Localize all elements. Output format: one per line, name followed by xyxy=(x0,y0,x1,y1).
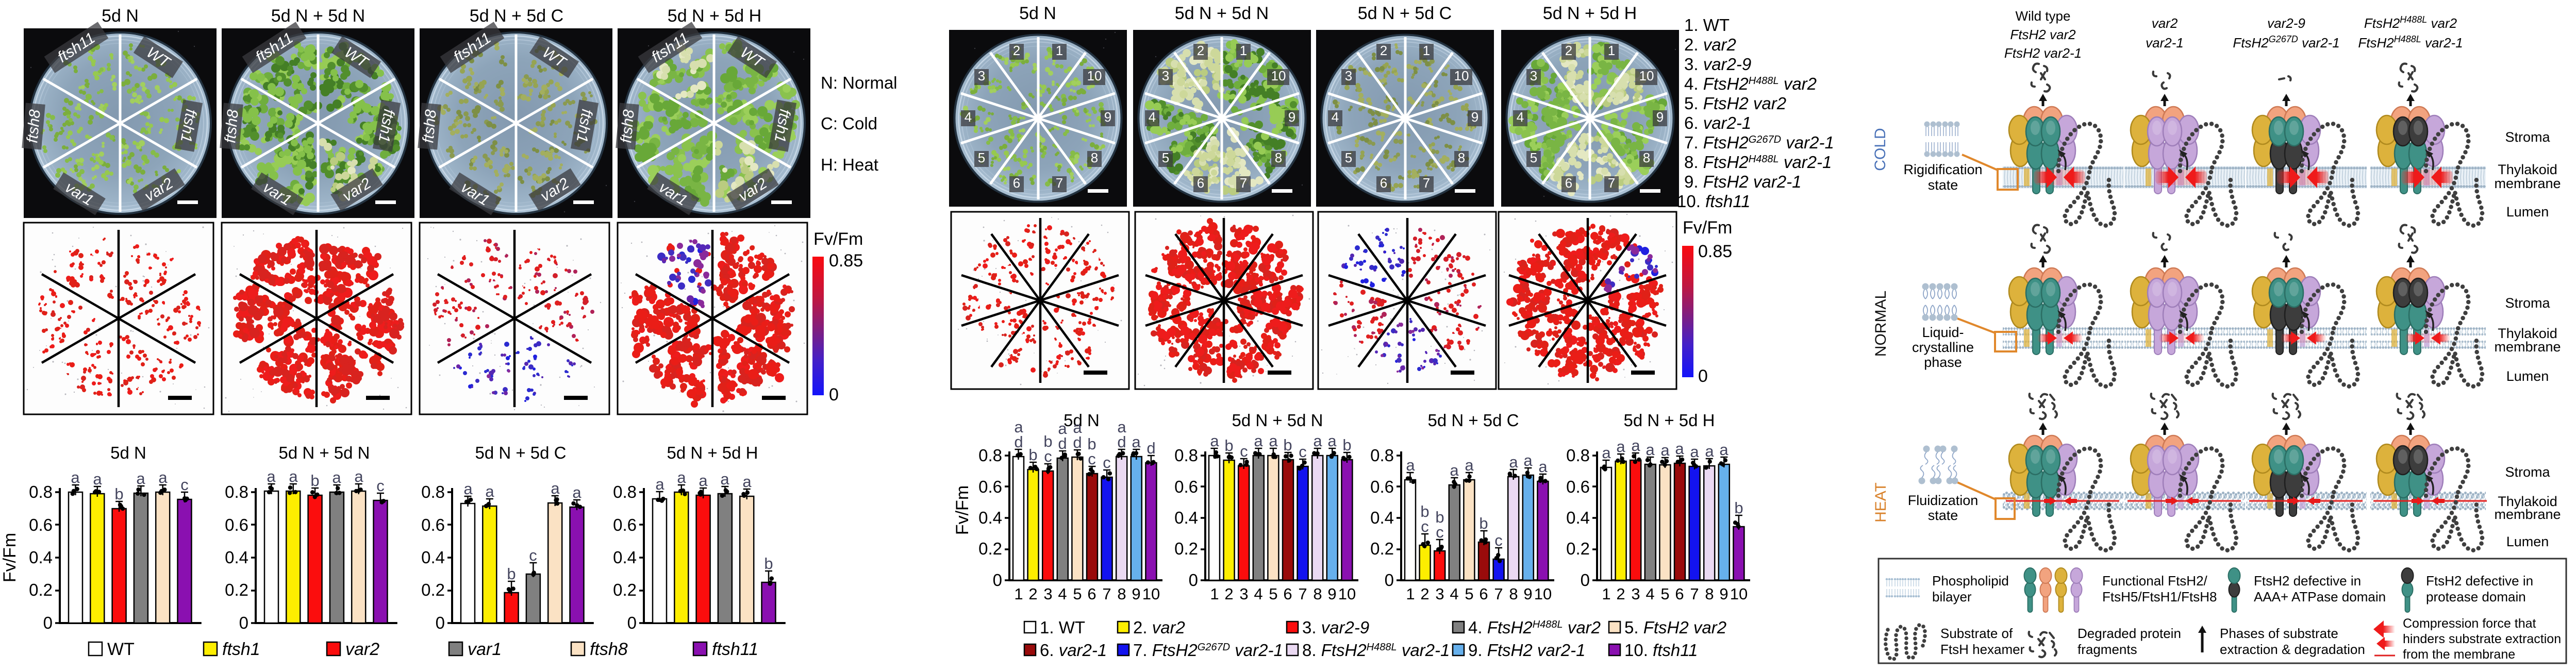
svg-text:5d N + 5d H: 5d N + 5d H xyxy=(667,443,758,462)
svg-text:5d N + 5d N: 5d N + 5d N xyxy=(271,6,365,26)
svg-text:a: a xyxy=(463,480,473,498)
svg-text:3: 3 xyxy=(978,68,985,83)
svg-text:5: 5 xyxy=(1162,150,1169,165)
svg-text:Fv/Fm: Fv/Fm xyxy=(0,533,20,582)
svg-text:5d N + 5d H: 5d N + 5d H xyxy=(668,6,761,26)
svg-text:5d N: 5d N xyxy=(1019,4,1056,23)
svg-text:a: a xyxy=(289,467,298,485)
svg-text:10: 10 xyxy=(1271,68,1286,83)
svg-text:c: c xyxy=(376,477,385,495)
svg-text:6: 6 xyxy=(1013,175,1020,191)
svg-text:a: a xyxy=(720,470,729,488)
svg-text:a: a xyxy=(485,482,494,500)
svg-text:H: Heat: H: Heat xyxy=(821,155,878,174)
svg-text:0.8: 0.8 xyxy=(225,482,248,501)
svg-text:ftsh8: ftsh8 xyxy=(24,109,44,144)
svg-text:10: 10 xyxy=(1087,68,1102,83)
svg-text:0.2: 0.2 xyxy=(421,580,445,599)
svg-text:5d N + 5d N: 5d N + 5d N xyxy=(1175,4,1269,23)
svg-text:a: a xyxy=(354,467,363,485)
svg-text:ftsh8: ftsh8 xyxy=(420,109,440,144)
svg-text:0.4: 0.4 xyxy=(421,548,445,567)
svg-text:5d N + 5d C: 5d N + 5d C xyxy=(470,6,563,26)
svg-text:var1: var1 xyxy=(468,640,502,659)
svg-text:0.8: 0.8 xyxy=(613,482,637,501)
svg-text:ftsh8: ftsh8 xyxy=(222,109,242,144)
svg-text:0.4: 0.4 xyxy=(29,548,53,567)
svg-text:ftsh8: ftsh8 xyxy=(590,640,628,659)
svg-text:a: a xyxy=(572,483,581,501)
svg-text:b: b xyxy=(764,555,773,573)
svg-text:0.2: 0.2 xyxy=(225,580,248,599)
svg-text:c: c xyxy=(180,476,189,494)
svg-text:a: a xyxy=(742,473,752,491)
svg-text:a: a xyxy=(551,479,560,497)
svg-text:b: b xyxy=(114,485,123,503)
svg-text:1: 1 xyxy=(1056,43,1063,58)
svg-text:0.85: 0.85 xyxy=(829,251,863,271)
svg-text:8: 8 xyxy=(1091,150,1098,165)
svg-text:WT: WT xyxy=(107,640,135,659)
svg-text:C: Cold: C: Cold xyxy=(821,114,877,133)
svg-text:a: a xyxy=(93,470,102,488)
svg-text:5d N: 5d N xyxy=(102,6,139,26)
svg-text:0: 0 xyxy=(627,613,637,632)
svg-text:7: 7 xyxy=(1240,175,1247,191)
svg-text:b: b xyxy=(310,472,319,490)
svg-text:8: 8 xyxy=(1275,150,1282,165)
svg-text:0.4: 0.4 xyxy=(613,548,637,567)
svg-text:a: a xyxy=(267,467,276,485)
svg-text:4: 4 xyxy=(965,109,972,125)
svg-text:5d N + 5d C: 5d N + 5d C xyxy=(1358,4,1452,23)
svg-text:9: 9 xyxy=(1288,109,1295,125)
svg-text:a: a xyxy=(699,472,708,490)
svg-text:ftsh1: ftsh1 xyxy=(222,640,260,659)
svg-text:ftsh11: ftsh11 xyxy=(712,640,758,659)
svg-text:5d N + 5d H: 5d N + 5d H xyxy=(1543,4,1637,23)
svg-text:0: 0 xyxy=(829,385,839,405)
svg-text:a: a xyxy=(655,475,664,493)
svg-text:5d N + 5d N: 5d N + 5d N xyxy=(278,443,370,462)
svg-text:0.6: 0.6 xyxy=(225,515,248,534)
svg-text:0.6: 0.6 xyxy=(29,515,53,534)
svg-text:0.6: 0.6 xyxy=(421,515,445,534)
svg-text:a: a xyxy=(677,468,686,486)
svg-text:0.2: 0.2 xyxy=(613,580,637,599)
svg-text:ftsh8: ftsh8 xyxy=(618,109,638,144)
svg-text:a: a xyxy=(136,469,145,488)
svg-text:0: 0 xyxy=(43,613,53,632)
svg-text:var2: var2 xyxy=(345,640,379,659)
svg-text:a: a xyxy=(332,468,341,486)
svg-text:7: 7 xyxy=(1056,175,1063,191)
svg-text:0.6: 0.6 xyxy=(613,515,637,534)
svg-text:0.4: 0.4 xyxy=(225,548,248,567)
svg-text:N: Normal: N: Normal xyxy=(821,73,898,92)
svg-text:Fv/Fm: Fv/Fm xyxy=(813,229,863,249)
svg-text:5d N + 5d C: 5d N + 5d C xyxy=(475,443,566,462)
svg-text:a: a xyxy=(158,468,168,486)
svg-text:0.8: 0.8 xyxy=(421,482,445,501)
svg-text:0.2: 0.2 xyxy=(29,580,53,599)
svg-text:c: c xyxy=(529,546,537,564)
svg-text:5d N: 5d N xyxy=(110,443,146,462)
svg-text:1: 1 xyxy=(1240,43,1247,58)
svg-text:0: 0 xyxy=(436,613,445,632)
svg-text:9: 9 xyxy=(1104,109,1111,125)
svg-text:5: 5 xyxy=(978,150,985,165)
svg-text:2: 2 xyxy=(1013,43,1020,58)
svg-text:0.8: 0.8 xyxy=(29,482,53,501)
svg-text:6: 6 xyxy=(1197,175,1204,191)
svg-text:b: b xyxy=(507,565,516,583)
svg-text:0: 0 xyxy=(239,613,248,632)
svg-text:a: a xyxy=(71,468,80,486)
svg-text:4: 4 xyxy=(1149,109,1156,125)
